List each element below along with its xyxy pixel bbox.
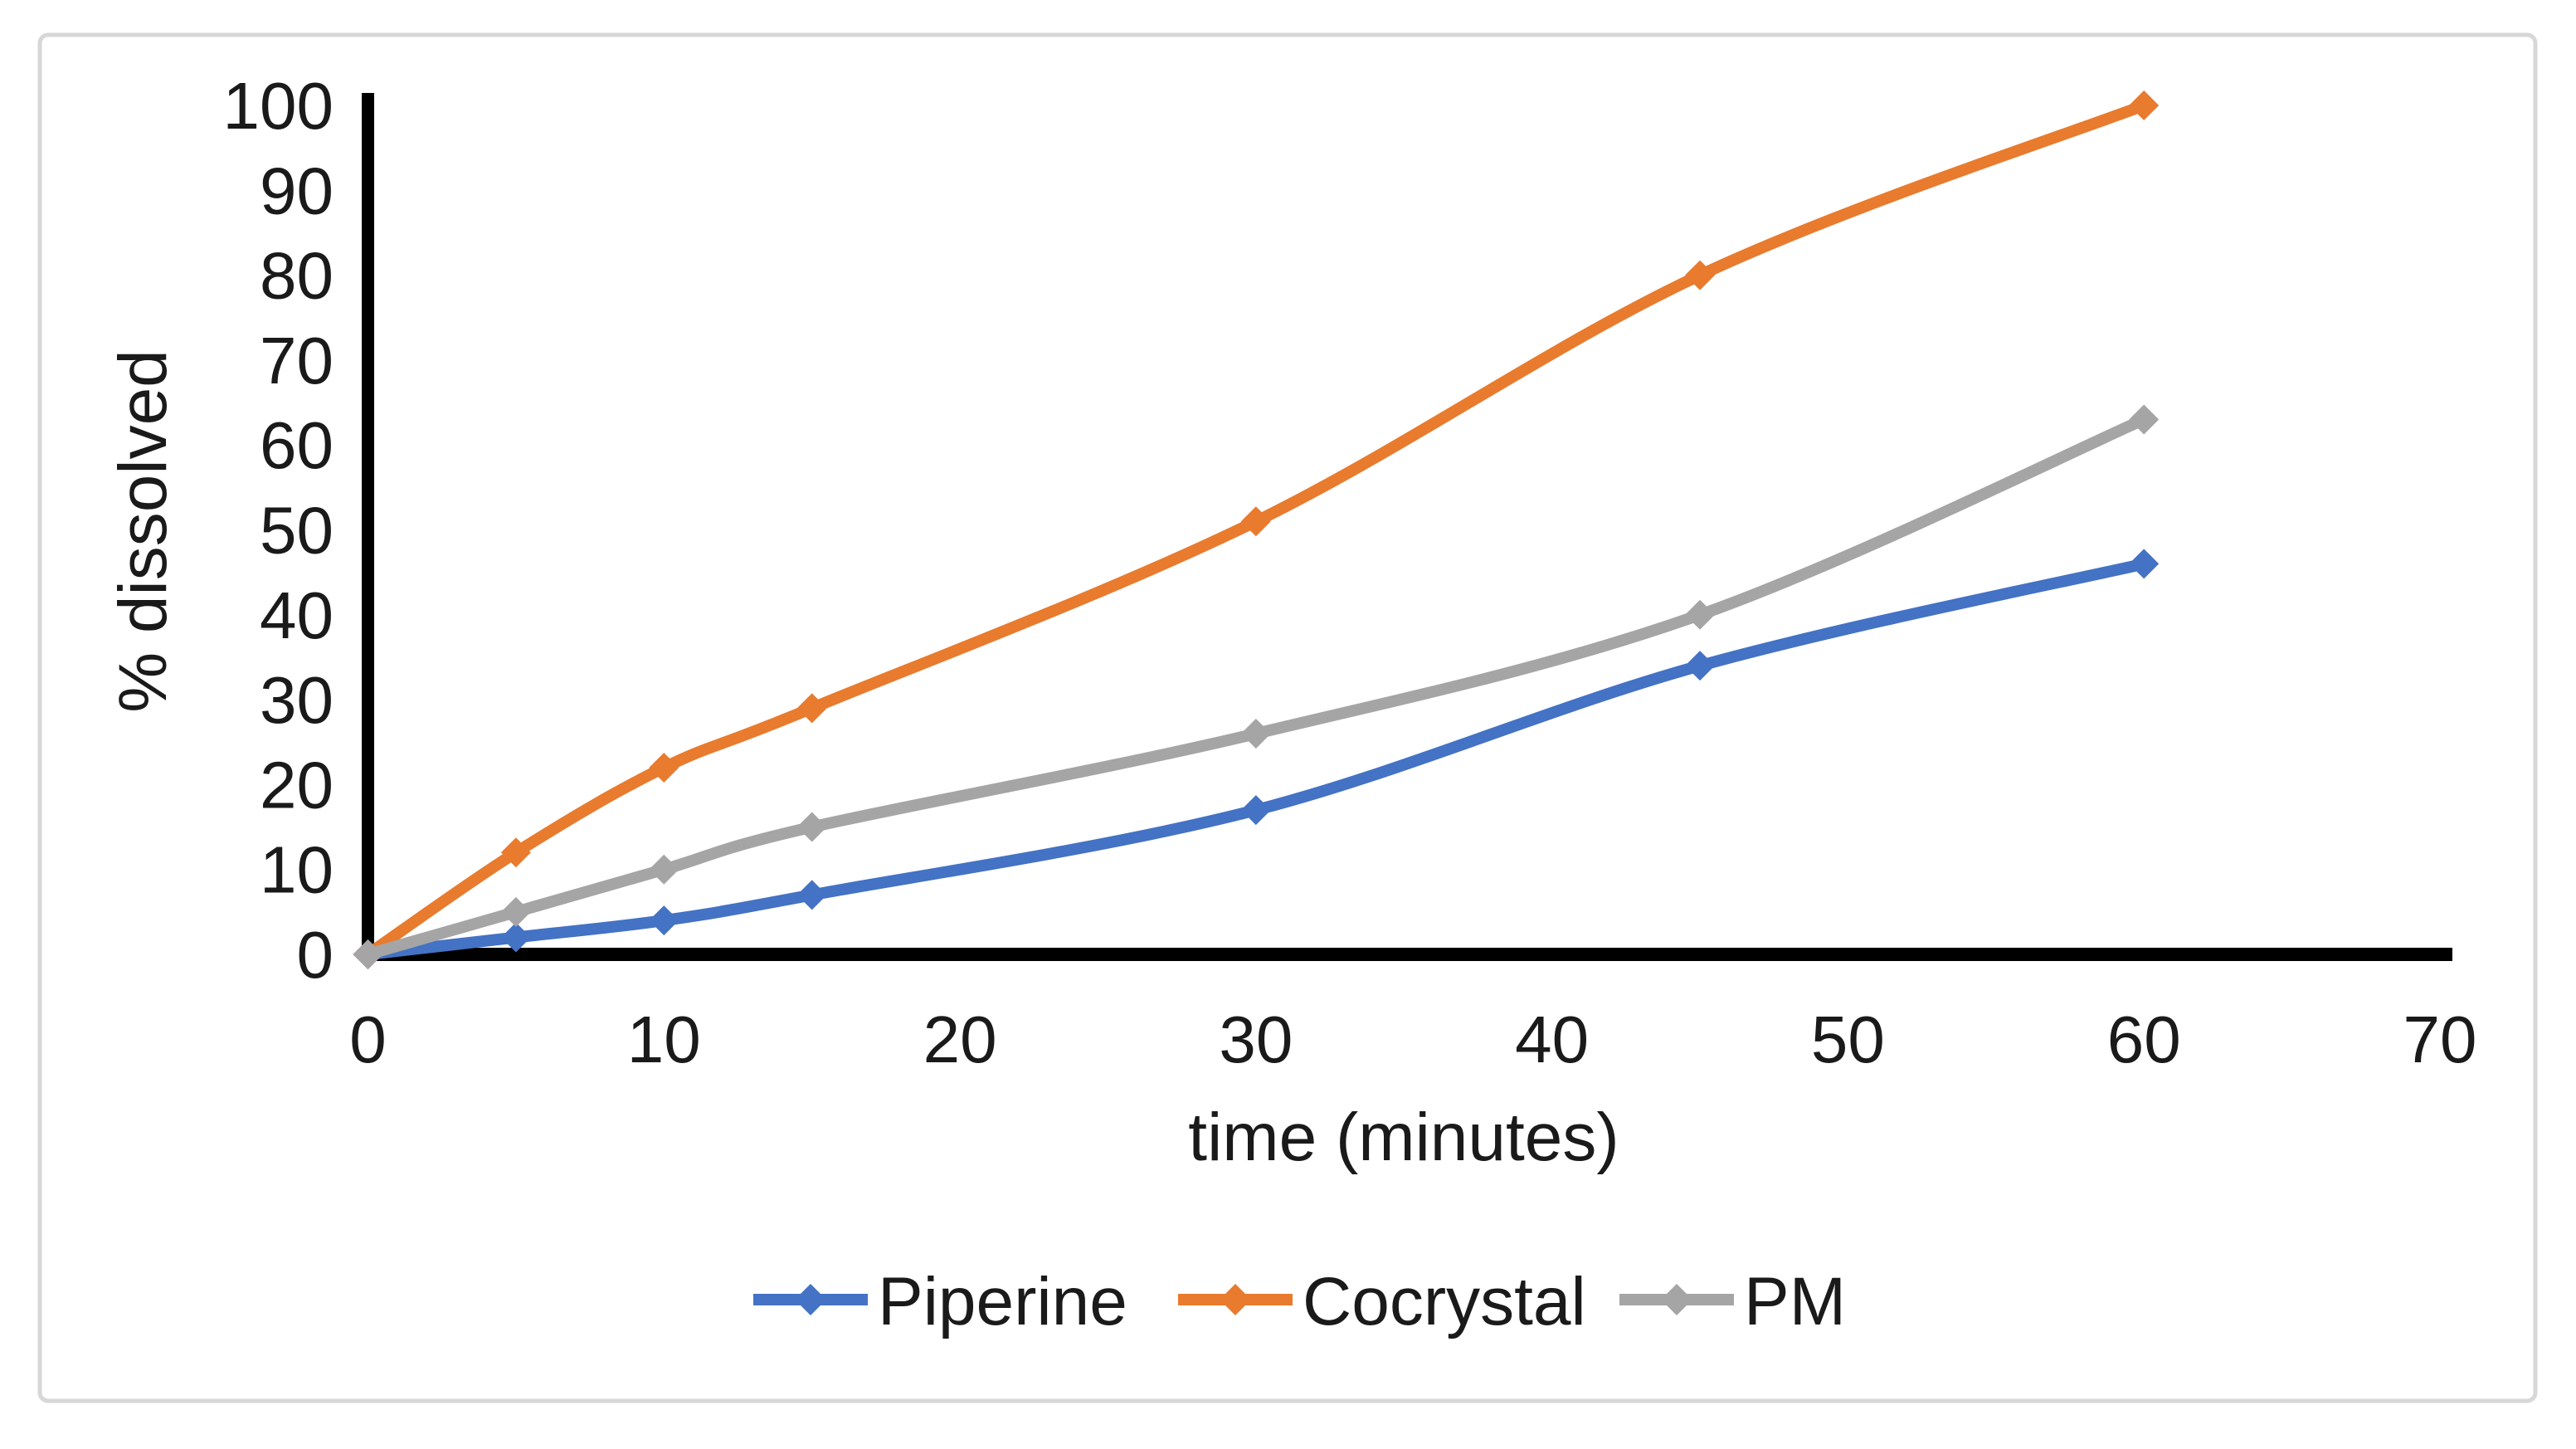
series-marker-pm xyxy=(649,854,679,885)
y-tick-label: 30 xyxy=(260,663,334,737)
series-marker-piperine xyxy=(1240,795,1271,826)
series-marker-piperine xyxy=(649,905,679,936)
series-marker-pm xyxy=(796,812,827,842)
series-marker-cocrystal xyxy=(2129,90,2160,120)
x-axis-title: time (minutes) xyxy=(1188,1100,1619,1175)
series-marker-pm xyxy=(1240,719,1271,749)
legend-item-cocrystal: Cocrystal xyxy=(1178,1264,1586,1339)
y-tick-label: 80 xyxy=(260,239,334,313)
y-tick-label: 40 xyxy=(260,578,334,652)
y-tick-labels: 0 10 20 30 40 50 60 70 80 90 100 xyxy=(223,69,334,992)
series-marker-pm xyxy=(2129,404,2160,435)
x-tick-label: 0 xyxy=(349,1003,387,1076)
legend-item-pm: PM xyxy=(1619,1264,1846,1339)
x-tick-label: 60 xyxy=(2107,1003,2181,1076)
legend-swatch-marker-icon xyxy=(1661,1284,1692,1315)
series-line-cocrystal xyxy=(362,100,2150,960)
series-marker-piperine xyxy=(2129,549,2160,579)
axes-group xyxy=(361,93,2452,961)
series-marker-cocrystal xyxy=(1685,260,1716,290)
y-tick-label: 90 xyxy=(260,154,334,227)
y-axis-title: % dissolved xyxy=(105,349,181,713)
x-tick-labels: 0 10 20 30 40 50 60 70 xyxy=(349,1003,2476,1076)
x-tick-label: 40 xyxy=(1515,1003,1589,1076)
series-marker-cocrystal xyxy=(649,752,679,783)
legend-swatch-marker-icon xyxy=(1220,1284,1251,1315)
series-marker-cocrystal xyxy=(1240,506,1271,537)
y-tick-label: 0 xyxy=(297,918,334,992)
x-tick-label: 10 xyxy=(627,1003,701,1076)
legend-label: Piperine xyxy=(878,1264,1127,1339)
legend-item-piperine: Piperine xyxy=(753,1264,1127,1339)
legend: Piperine Cocrystal PM xyxy=(753,1264,1846,1339)
series-marker-pm xyxy=(353,939,383,969)
legend-label: Cocrystal xyxy=(1303,1264,1586,1339)
series-marker-pm xyxy=(1685,599,1716,630)
x-tick-label: 30 xyxy=(1219,1003,1293,1076)
y-tick-label: 100 xyxy=(223,69,334,143)
y-tick-label: 60 xyxy=(260,408,334,482)
y-tick-label: 70 xyxy=(260,324,334,398)
series-marker-piperine xyxy=(1685,651,1716,681)
y-tick-label: 10 xyxy=(260,833,334,907)
series-line-pm xyxy=(362,413,2150,960)
x-tick-label: 50 xyxy=(1811,1003,1885,1076)
legend-swatch-marker-icon xyxy=(795,1284,826,1315)
x-tick-label: 20 xyxy=(923,1003,997,1076)
series-marker-piperine xyxy=(796,880,827,910)
series-marker-piperine xyxy=(500,922,531,953)
legend-label: PM xyxy=(1744,1264,1846,1339)
series-marker-cocrystal xyxy=(796,693,827,724)
series-marker-pm xyxy=(500,896,531,927)
y-tick-label: 50 xyxy=(260,494,334,568)
series-marker-cocrystal xyxy=(500,837,531,868)
x-tick-label: 70 xyxy=(2403,1003,2477,1076)
series-line-piperine xyxy=(362,558,2150,960)
series-group xyxy=(353,90,2160,969)
frame-border xyxy=(37,32,2538,1403)
y-tick-label: 20 xyxy=(260,748,334,822)
